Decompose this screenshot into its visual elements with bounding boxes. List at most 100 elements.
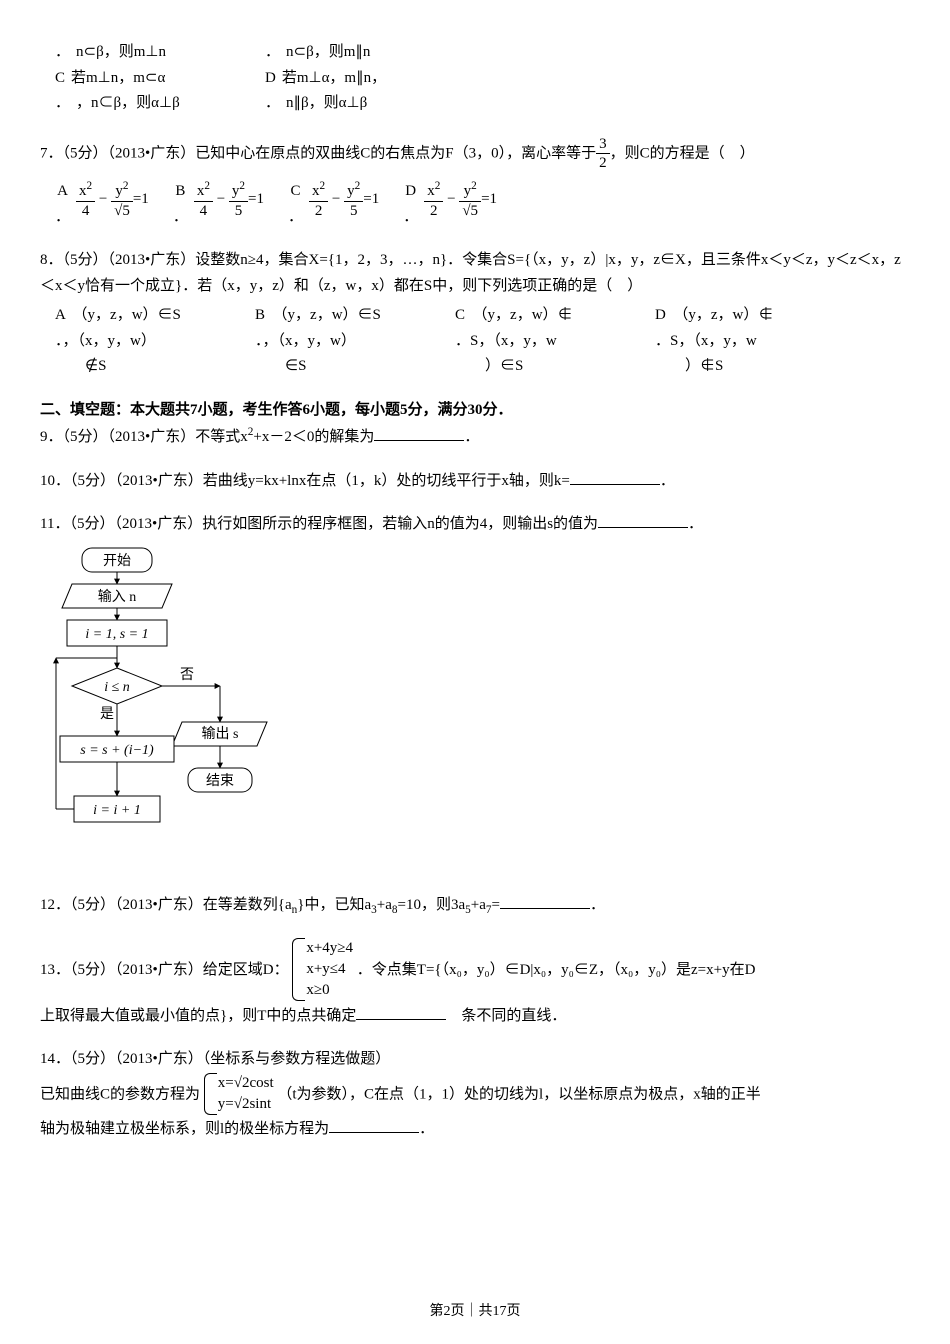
q8C-l1: （y，z，w）∉ — [480, 307, 573, 323]
q8B-l1: （y，z，w）∈S — [280, 307, 381, 323]
q6-optD2-text: n∥β，则α⊥β — [286, 91, 367, 117]
flow-update: s = s + (i−1) — [80, 743, 154, 758]
q11-pre: 11．（5分）（2013•广东）执行如图所示的程序框图，若输入n的值为4，则输出… — [40, 516, 598, 532]
q13-mid: ．令点集T={（x₀，y₀）∈D|x₀，y₀∈Z，（x₀，y₀）是z=x+y在D — [357, 962, 756, 978]
q12-m1: }中，已知a — [297, 897, 371, 913]
q12-m4: +a — [471, 897, 486, 913]
q6-optA-label: ． — [55, 40, 70, 66]
q7-frac: 32 — [596, 135, 610, 174]
q6-options-row1: ． n⊂β，则m⊥n ． n⊂β，则m∥n — [55, 40, 910, 66]
q6-optC-label: C — [55, 66, 65, 92]
q14-l1: 14．（5分）（2013•广东）（坐标系与参数方程选做题） — [40, 1047, 910, 1073]
q14-sys2: y=√2sint — [218, 1094, 274, 1115]
flow-input: 输入 n — [98, 589, 137, 605]
q13: 13．（5分）（2013•广东）给定区域D： x+4y≥4 x+y≤4 x≥0 … — [40, 938, 910, 1029]
flow-inc: i = i + 1 — [93, 803, 141, 818]
q7-optB-label: B — [175, 183, 185, 199]
q8: 8．（5分）（2013•广东）设整数n≥4，集合X={1，2，3，…，n}．令集… — [40, 248, 910, 380]
q9: 9．（5分）（2013•广东）不等式x2+x－2＜0的解集为． — [40, 423, 910, 451]
q8D-label: D — [655, 307, 666, 323]
q6-optD-text: 若m⊥α，m∥n， — [282, 66, 386, 92]
q9-mid: +x－2＜0的解集为 — [253, 429, 374, 445]
q12: 12．（5分）（2013•广东）在等差数列{an}中，已知a3+a8=10，则3… — [40, 893, 910, 920]
q8D-l3: ）∉S — [655, 354, 855, 380]
q13-l2post: 条不同的直线． — [446, 1008, 566, 1024]
q8A-label: A — [55, 307, 65, 323]
q10-post: ． — [660, 473, 675, 489]
q13-sys2: x+y≤4 — [306, 959, 353, 980]
q8D-l2: S，（x，y，w — [670, 333, 757, 349]
q7-optB-eq: x24 − y25=1 — [194, 179, 264, 221]
q8C-l2: S，（x，y，w — [470, 333, 557, 349]
q7-optC-eq: x22 − y25=1 — [309, 179, 379, 221]
q7-optA-label: A — [57, 183, 68, 199]
q13-pre: 13．（5分）（2013•广东）给定区域D： — [40, 962, 289, 978]
q12-post: = — [491, 897, 499, 913]
flow-yes: 是 — [100, 707, 114, 722]
q10-pre: 10．（5分）（2013•广东）若曲线y=kx+lnx在点（1，k）处的切线平行… — [40, 473, 570, 489]
q8C-l3: ）∈S — [455, 354, 655, 380]
flow-cond: i ≤ n — [104, 680, 130, 695]
q14-l3pre: 轴为极轴建立极坐标系，则l的极坐标方程为 — [40, 1121, 329, 1137]
q6-optC2-label: ． — [55, 91, 70, 117]
q12-tail: ． — [590, 897, 605, 913]
q12-m2: +a — [377, 897, 392, 913]
q6-optD-label: D — [265, 66, 276, 92]
q14-l2mid: （t为参数），C在点（1，1）处的切线为l，以坐标原点为极点，x轴的正半 — [277, 1086, 760, 1102]
q6-optD2-label: ． — [265, 91, 280, 117]
q14-l3post: ． — [419, 1121, 434, 1137]
q8A-l2: ，（x，y，w） — [63, 333, 156, 349]
q13-l2pre: 上取得最大值或最小值的点}，则T中的点共确定 — [40, 1008, 356, 1024]
q8D-l1: （y，z，w）∉ — [681, 307, 774, 323]
q6-optC-text: 若m⊥n，m⊂α — [71, 66, 165, 92]
q7-stem-post: ，则C的方程是（ ） — [610, 145, 755, 161]
q7-frac-num: 3 — [596, 135, 610, 155]
q9-blank — [374, 425, 464, 441]
q11-post: ． — [688, 516, 703, 532]
q9-pre: 9．（5分）（2013•广东）不等式x — [40, 429, 248, 445]
q14-blank — [329, 1117, 419, 1133]
flow-end: 结束 — [206, 773, 234, 789]
q7-options: A． x24 − y2√5=1 B． x24 − y25=1 C． x22 − … — [55, 179, 910, 230]
q8B-l3: ∈S — [255, 354, 455, 380]
q7-optD-label: D — [405, 183, 416, 199]
section2-title: 二、填空题：本大题共7小题，考生作答6小题，每小题5分，满分30分． — [40, 398, 910, 424]
flow-no: 否 — [180, 668, 194, 683]
page-number: 第2页｜共17页 — [0, 1300, 950, 1324]
q7: 7．（5分）（2013•广东）已知中心在原点的双曲线C的右焦点为F（3，0），离… — [40, 135, 910, 231]
q6-options-row2: C 若m⊥n，m⊂α D 若m⊥α，m∥n， — [55, 66, 910, 92]
flow-output: 输出 s — [202, 726, 239, 742]
q6-optC2-text: ，n⊂β，则α⊥β — [76, 91, 180, 117]
q14-sys1: x=√2cost — [218, 1073, 274, 1094]
q6-optB-label: ． — [265, 40, 280, 66]
q13-brace: x+4y≥4 x+y≤4 x≥0 — [292, 938, 353, 1004]
q8C-label: C — [455, 307, 465, 323]
q7-optA-eq: x24 − y2√5=1 — [76, 179, 149, 221]
q13-sys3: x≥0 — [306, 980, 353, 1001]
q12-m3: =10，则3a — [397, 897, 465, 913]
flow-init: i = 1, s = 1 — [85, 627, 148, 642]
q7-optC-label: C — [291, 183, 301, 199]
q6-options-row3: ． ，n⊂β，则α⊥β ． n∥β，则α⊥β — [55, 91, 910, 117]
q13-blank — [356, 1004, 446, 1020]
q11: 11．（5分）（2013•广东）执行如图所示的程序框图，若输入n的值为4，则输出… — [40, 512, 910, 538]
q8A-l3: ∉S — [55, 354, 255, 380]
q6-optB-text: n⊂β，则m∥n — [286, 40, 370, 66]
q11-blank — [598, 512, 688, 528]
q8-stem: 8．（5分）（2013•广东）设整数n≥4，集合X={1，2，3，…，n}．令集… — [40, 248, 910, 299]
q8A-l1: （y，z，w）∈S — [80, 307, 181, 323]
q9-post: ． — [464, 429, 479, 445]
q7-frac-den: 2 — [596, 154, 610, 173]
q12-pre: 12．（5分）（2013•广东）在等差数列{a — [40, 897, 292, 913]
q12-blank — [500, 893, 590, 909]
q8B-l2: ，（x，y，w） — [263, 333, 356, 349]
flow-start: 开始 — [103, 553, 131, 569]
q10: 10．（5分）（2013•广东）若曲线y=kx+lnx在点（1，k）处的切线平行… — [40, 469, 910, 495]
q13-sys1: x+4y≥4 — [306, 938, 353, 959]
q7-optD-eq: x22 − y2√5=1 — [424, 179, 497, 221]
q14-brace: x=√2cost y=√2sint — [204, 1073, 274, 1118]
q7-stem-pre: 7．（5分）（2013•广东）已知中心在原点的双曲线C的右焦点为F（3，0），离… — [40, 145, 596, 161]
q14: 14．（5分）（2013•广东）（坐标系与参数方程选做题） 已知曲线C的参数方程… — [40, 1047, 910, 1143]
q8B-label: B — [255, 307, 265, 323]
q10-blank — [570, 469, 660, 485]
